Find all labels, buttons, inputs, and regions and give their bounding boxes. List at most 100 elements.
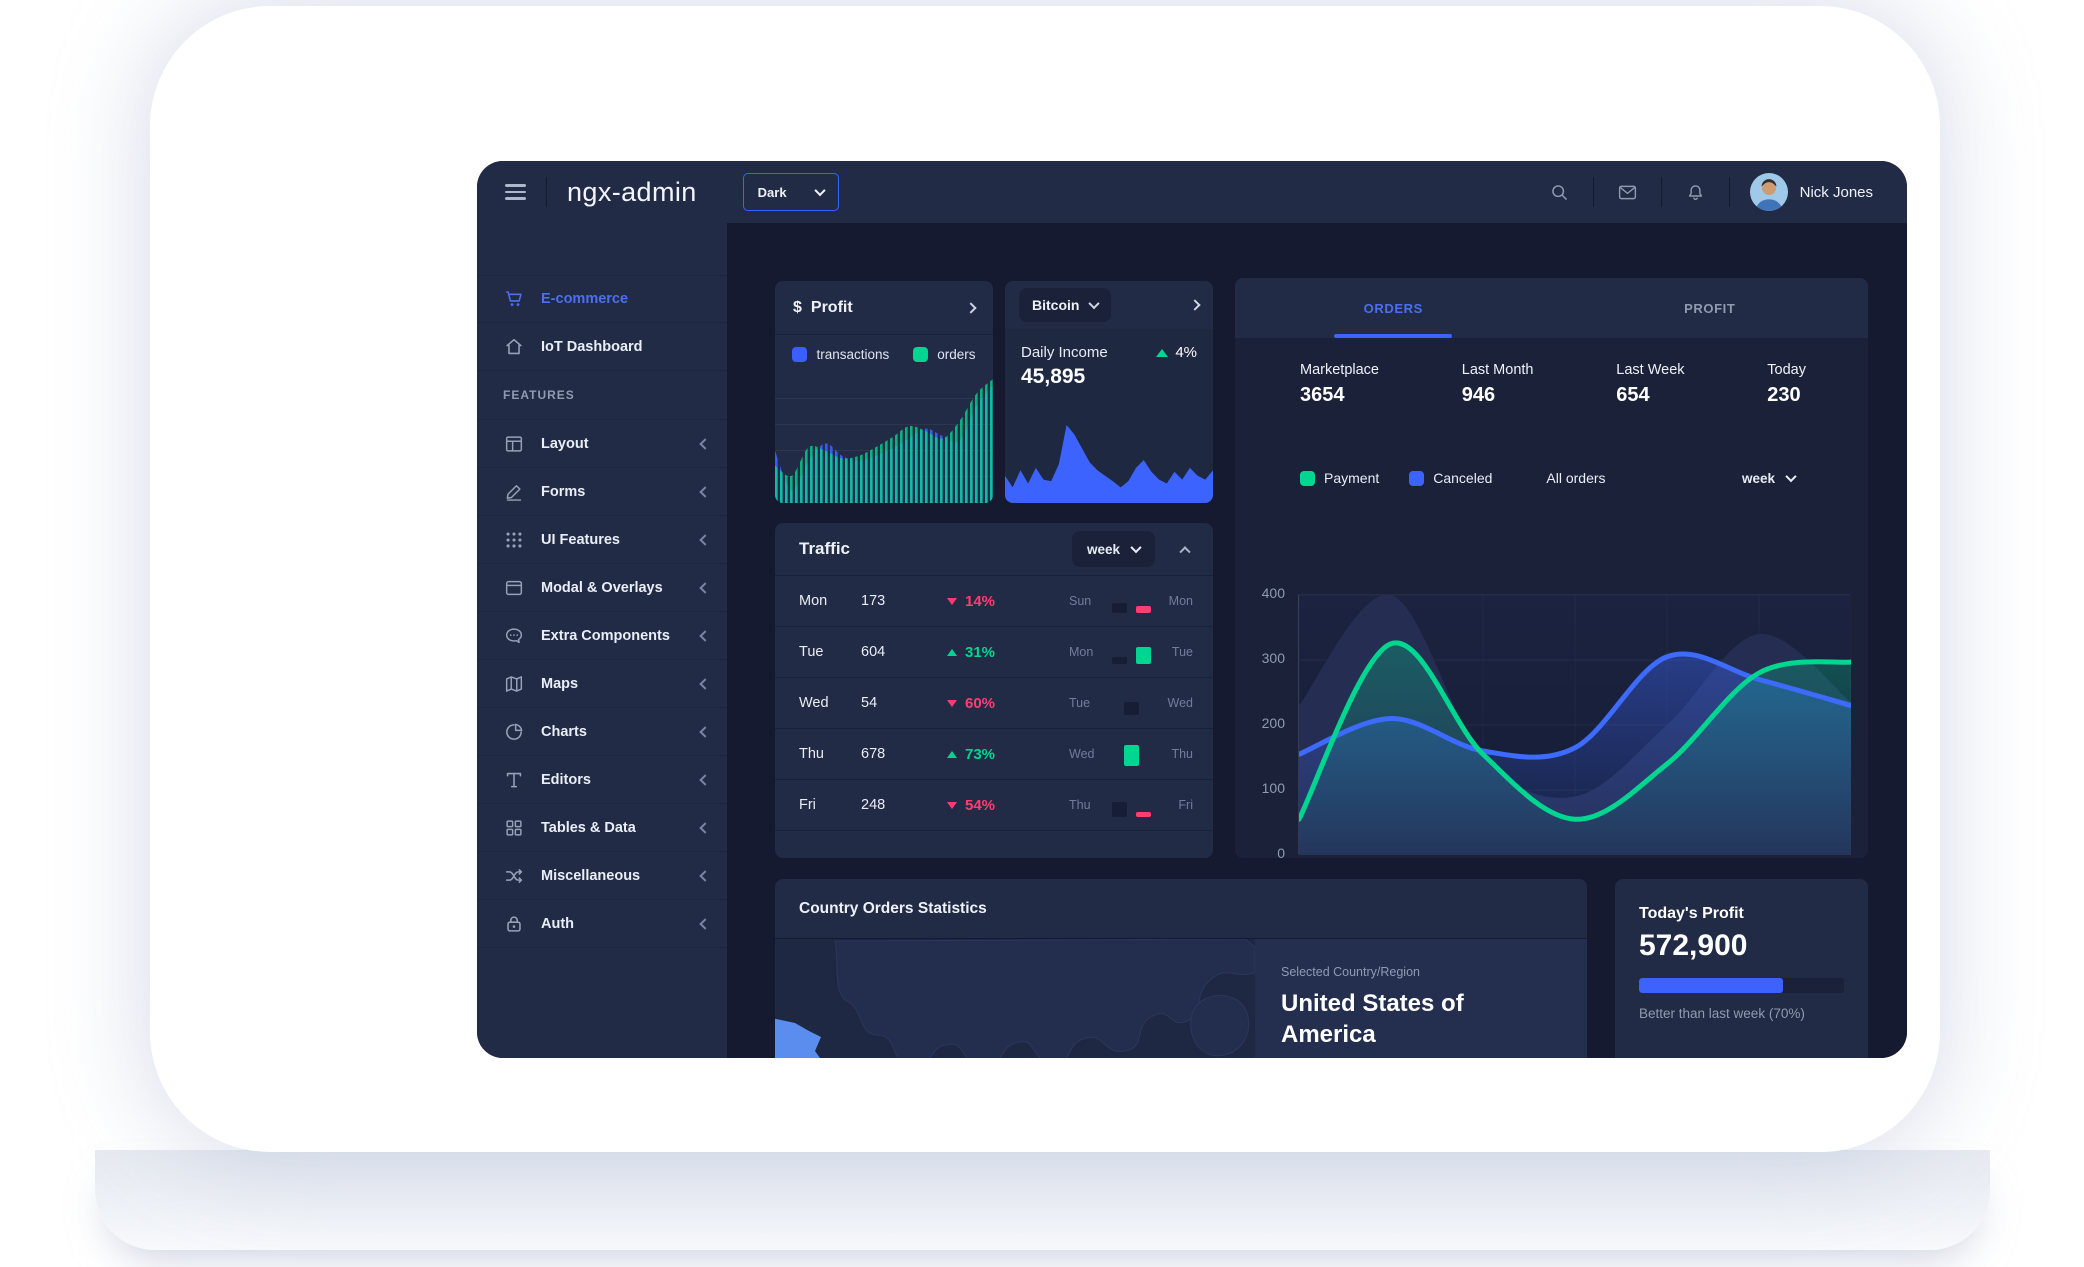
y-tick-label: 200 [1261,715,1285,731]
sidebar-item-editors[interactable]: Editors [477,756,727,804]
sidebar-item-label: Extra Components [541,627,670,644]
tab-profit[interactable]: PROFIT [1684,300,1736,316]
browser-icon [503,577,525,599]
traffic-delta: 14% [947,593,1065,610]
y-axis-labels: 400 300 200 100 0 [1235,585,1285,858]
menu-icon[interactable] [505,184,526,200]
chevron-up-icon[interactable] [1179,546,1191,558]
user-menu[interactable]: Nick Jones [1749,173,1873,211]
traffic-sparkline: Wed Thu [1069,742,1213,766]
todays-profit-card: Today's Profit 572,900 Better than last … [1615,879,1868,1058]
world-map[interactable] [775,938,1256,1058]
country-orders-card: Country Orders Statistics [775,879,1587,1058]
traffic-delta: 31% [947,644,1065,661]
spark-bar [1111,802,1127,817]
chevron-left-icon [699,821,711,834]
sidebar-item-e-commerce[interactable]: E-commerce [477,275,727,323]
traffic-sparkline: Mon Tue [1069,640,1213,664]
sidebar-item-forms[interactable]: Forms [477,468,727,516]
text-icon [503,769,525,791]
legend-item-all-orders[interactable]: All orders [1522,470,1606,486]
spark-bar [1135,812,1151,817]
sidebar-item-auth[interactable]: Auth [477,900,727,948]
lock-icon [503,913,525,935]
home-icon [503,336,525,358]
sidebar-menu: E-commerce IoT Dashboard FEATURES Layout For… [477,223,727,1058]
traffic-value: 678 [861,746,886,762]
arrow-down-icon [947,801,957,809]
email-icon [1618,185,1636,199]
notifications-button[interactable] [1662,182,1729,203]
y-tick-label: 400 [1261,585,1285,601]
currency-select[interactable]: Bitcoin [1019,288,1112,322]
arrow-down-icon [947,699,957,707]
orders-tab-body: Marketplace 3654 Last Month 946 Last Week 654… [1235,338,1868,858]
todays-profit-caption: Better than last week (70%) [1639,1006,1805,1021]
tab-orders[interactable]: ORDERS [1363,300,1423,316]
chevron-left-icon [699,581,711,594]
traffic-row-partial [775,830,1213,858]
sidebar-item-modal-overlays[interactable]: Modal & Overlays [477,564,727,612]
chevron-left-icon [699,533,711,546]
theme-select[interactable]: Dark [742,173,839,211]
sidebar-item-iot-dashboard[interactable]: IoT Dashboard [477,323,727,371]
traffic-title: Traffic [799,539,851,558]
traffic-value: 604 [861,644,886,660]
chevron-right-icon[interactable] [1189,299,1201,311]
spark-bar [1123,745,1139,766]
chevron-down-icon [1785,470,1797,483]
chevron-left-icon [699,725,711,738]
spark-bar [1135,647,1151,664]
sidebar-item-label: IoT Dashboard [541,338,643,355]
chevron-down-icon [814,184,826,197]
spark-bar [1111,603,1127,613]
divider [546,177,547,207]
sidebar-item-layout[interactable]: Layout [477,420,727,468]
traffic-day: Fri [799,797,816,813]
traffic-period-select[interactable]: week [1071,531,1155,567]
daily-income-header: Bitcoin [1005,281,1213,329]
legend-item-canceled[interactable]: Canceled [1409,470,1492,486]
bitcoin-chart [1005,419,1213,503]
chevron-left-icon [699,773,711,786]
main-content: $ Profit transactions orders Bitcoin [727,223,1907,1058]
sidebar-item-label: Modal & Overlays [541,579,663,596]
layout-icon [503,433,525,455]
chevron-right-icon[interactable] [965,301,977,314]
sidebar-item-label: Forms [541,483,586,500]
orders-period-select[interactable]: week [1726,459,1810,497]
search-button[interactable] [1526,182,1593,203]
legend-swatch [1522,470,1538,486]
laptop-bezel: ngx-admin Dark [150,6,1940,1152]
legend-item-payment[interactable]: Payment [1300,470,1379,486]
compare-to-label: Wed [1167,696,1193,710]
traffic-day: Mon [799,593,828,609]
traffic-day: Wed [799,695,829,711]
daily-income-label: Daily Income [1021,344,1108,361]
traffic-value: 248 [861,797,886,813]
sidebar-item-label: Maps [541,675,579,692]
sidebar-item-extra-components[interactable]: Extra Components [477,612,727,660]
sidebar-item-label: Miscellaneous [541,867,641,884]
compare-to-label: Tue [1171,645,1193,659]
sidebar-item-ui-features[interactable]: UI Features [477,516,727,564]
email-button[interactable] [1594,182,1661,203]
compare-from-label: Sun [1069,594,1092,608]
profit-card-header: $ Profit [775,281,993,335]
traffic-card: Traffic week Mon 173 14% Sun Mon Tue 604 31% Mon… [775,523,1213,858]
sidebar-item-tables-data[interactable]: Tables & Data [477,804,727,852]
top-right-actions: Nick Jones [1526,173,1907,211]
sidebar-item-charts[interactable]: Charts [477,708,727,756]
compare-to-label: Fri [1178,798,1193,812]
daily-income-card: Bitcoin Daily Income 4% [1005,281,1213,503]
sidebar-item-maps[interactable]: Maps [477,660,727,708]
stat-marketplace: Marketplace 3654 [1300,362,1379,406]
sidebar-item-miscellaneous[interactable]: Miscellaneous [477,852,727,900]
traffic-row-fri: Fri 248 54% Thu Fri [775,779,1213,830]
grid-icon [503,817,525,839]
traffic-day: Tue [799,644,824,660]
arrow-up-icon [947,648,957,656]
legend-item-transactions: transactions [792,346,889,362]
selected-country-panel: Selected Country/Region United States of… [1255,939,1587,1058]
